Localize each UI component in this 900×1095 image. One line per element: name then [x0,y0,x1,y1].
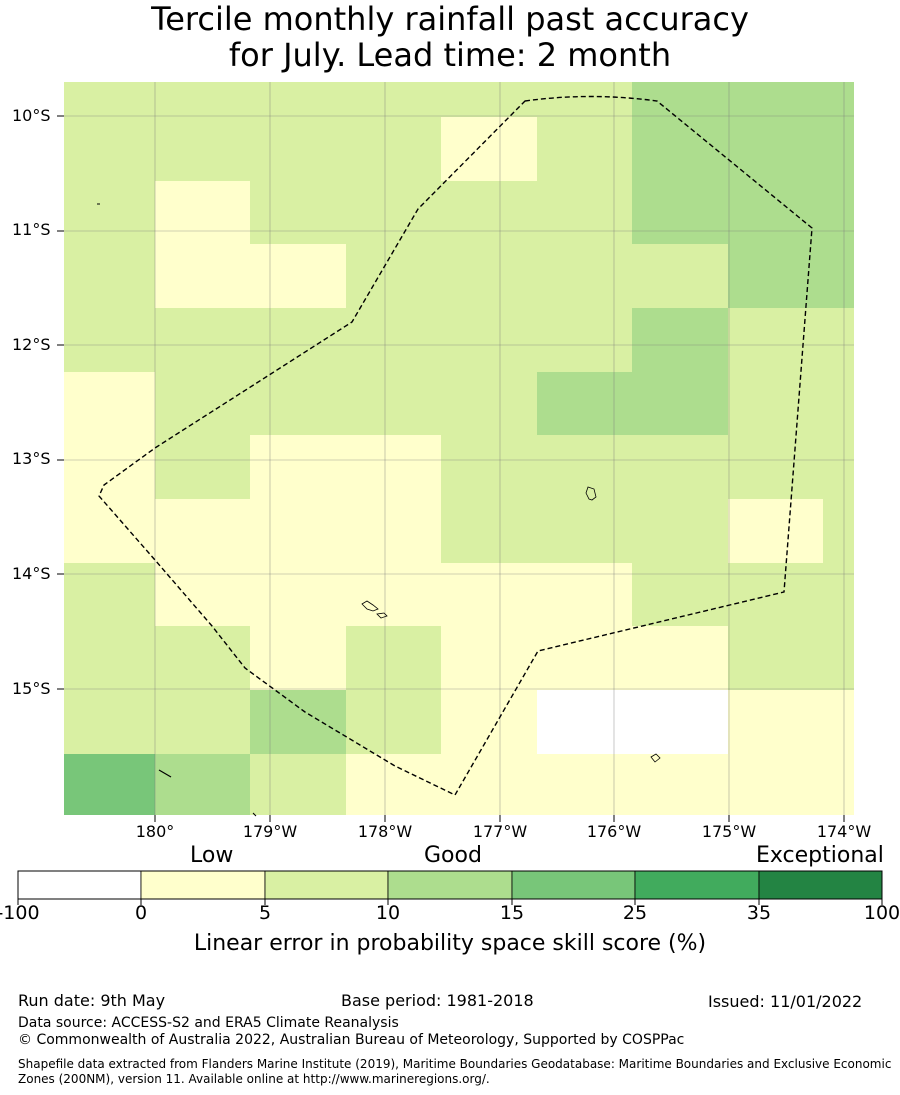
colorbar-tick-25: 25 [622,902,648,924]
latitude-ticks [57,115,64,690]
lon-label-179w: 179°W [242,822,298,841]
skill-cell [155,563,632,626]
run-date: Run date: 9th May [18,991,166,1010]
colorbar-tick-5: 5 [258,902,272,924]
lat-label-14s: 14°S [12,564,51,583]
colorbar [17,870,883,905]
lat-label-10s: 10°S [12,106,51,125]
category-low: Low [190,843,234,868]
colorbar-segment [387,870,513,900]
colorbar-segment [511,870,636,900]
skill-cell [346,754,441,815]
island-tokelau-atoll [585,486,597,501]
colorbar-tick-100: 100 [863,902,900,924]
colorbar-segment [264,870,389,900]
map-title-line1: Tercile monthly rainfall past accuracy [151,0,749,38]
island-small-south [650,753,661,763]
skill-cell [441,690,537,815]
shapefile-credit: Shapefile data extracted from Flanders M… [18,1057,892,1086]
map-title-line2: for July. Lead time: 2 month [228,36,672,74]
lon-label-176w: 176°W [586,822,642,841]
eez-boundary-line [98,95,813,796]
skill-cell [250,244,346,308]
lon-label-174w: 174°W [816,822,872,841]
skill-cell [537,754,854,815]
colorbar-tick-35: 35 [746,902,772,924]
skill-cell [155,754,250,815]
skill-cell [728,499,823,563]
lon-label-180: 180° [135,822,175,841]
lon-label-177w: 177°W [472,822,528,841]
colorbar-segment [758,870,883,900]
category-exceptional: Exceptional [756,843,884,868]
island-samoa-tutuila [376,612,388,619]
data-source: Data source: ACCESS-S2 and ERA5 Climate … [18,1015,399,1031]
skill-cell [632,308,728,372]
skill-cell [64,754,155,815]
skill-score-cells [64,82,854,815]
eez-boundary [98,95,813,796]
skill-cell [632,82,854,244]
skill-cell [441,626,728,690]
island-sliver-west [158,769,172,778]
issued-date: Issued: 11/01/2022 [708,992,863,1011]
lon-label-175w: 175°W [701,822,757,841]
category-good: Good [424,843,482,868]
lat-label-15s: 15°S [12,679,51,698]
colorbar-segment [634,870,760,900]
copyright: © Commonwealth of Australia 2022, Austra… [18,1032,685,1048]
skill-cell [537,372,728,435]
colorbar-tick-m100: -100 [0,902,40,924]
lat-label-13s: 13°S [12,449,51,468]
colorbar-tick-0: 0 [134,902,148,924]
colorbar-tick-15: 15 [499,902,525,924]
lon-label-178w: 178°W [357,822,413,841]
base-period: Base period: 1981-2018 [341,991,534,1010]
islands [97,203,661,817]
colorbar-frame [17,870,883,900]
skill-cell [728,690,854,754]
longitude-ticks [154,815,845,822]
skill-cell [537,690,728,754]
skill-cell [155,181,250,308]
skill-cell [250,690,346,754]
colorbar-tick-10: 10 [375,902,401,924]
island-samoa-upolu [361,600,379,612]
map-gridlines [64,82,854,815]
skill-cell [155,499,441,563]
colorbar-label: Linear error in probability space skill … [193,931,707,956]
skill-cell [250,435,441,499]
skill-cell [64,372,155,563]
skill-cell [728,244,854,308]
colorbar-segment [17,870,142,900]
colorbar-segment [140,870,266,900]
lat-label-12s: 12°S [12,335,51,354]
lat-label-11s: 11°S [12,220,51,239]
skill-cell [250,626,346,690]
island-dot-bottom [252,812,257,817]
